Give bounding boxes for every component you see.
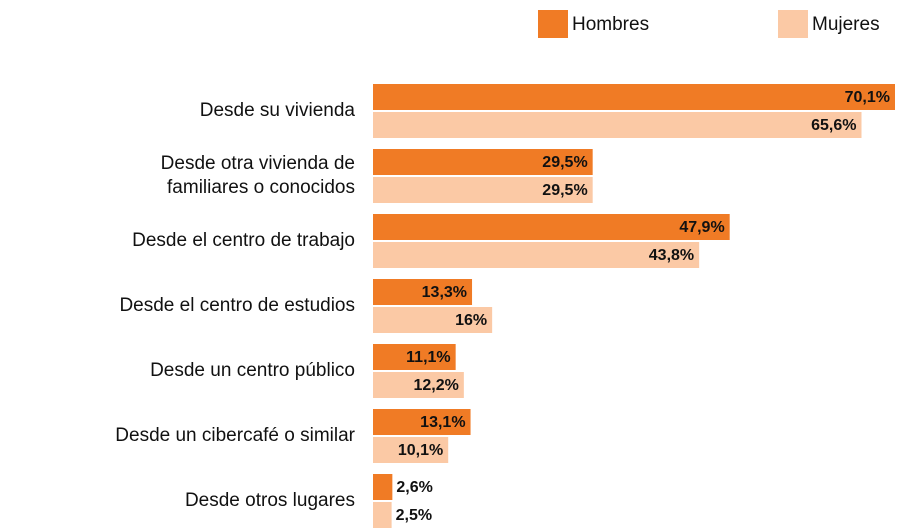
category-label: Desde un centro público bbox=[150, 360, 355, 381]
legend-swatch bbox=[778, 10, 808, 38]
bar bbox=[373, 409, 471, 435]
value-label: 43,8% bbox=[649, 247, 694, 264]
value-label: 13,3% bbox=[422, 284, 467, 301]
category-label: Desde un cibercafé o similar bbox=[115, 425, 355, 446]
value-label: 29,5% bbox=[542, 182, 587, 199]
category-label: Desde otros lugares bbox=[185, 490, 355, 511]
value-label: 70,1% bbox=[845, 89, 890, 106]
bar bbox=[373, 242, 700, 268]
legend-label: Hombres bbox=[572, 14, 649, 35]
legend-label: Mujeres bbox=[812, 14, 880, 35]
value-label: 13,1% bbox=[420, 414, 465, 431]
bar bbox=[373, 84, 895, 110]
value-label: 29,5% bbox=[542, 154, 587, 171]
bar bbox=[373, 372, 464, 398]
category-label: Desde el centro de trabajo bbox=[132, 230, 355, 251]
bar bbox=[373, 502, 392, 528]
value-label: 65,6% bbox=[811, 117, 856, 134]
category-label: Desde otra vivienda de familiares o conoc… bbox=[161, 153, 355, 198]
value-label: 2,5% bbox=[396, 507, 432, 524]
value-label: 10,1% bbox=[398, 442, 443, 459]
bar bbox=[373, 437, 449, 463]
bar bbox=[373, 149, 593, 175]
bar bbox=[373, 307, 493, 333]
bar bbox=[373, 112, 862, 138]
category-label: Desde el centro de estudios bbox=[119, 295, 355, 316]
value-label: 2,6% bbox=[396, 479, 432, 496]
legend-swatch bbox=[538, 10, 568, 38]
value-label: 47,9% bbox=[679, 219, 724, 236]
bar bbox=[373, 279, 473, 305]
value-label: 16% bbox=[455, 312, 487, 329]
bar bbox=[373, 177, 593, 203]
bar bbox=[373, 214, 730, 240]
value-label: 11,1% bbox=[406, 349, 450, 366]
bar bbox=[373, 474, 393, 500]
category-label: Desde su vivienda bbox=[200, 100, 356, 121]
bar bbox=[373, 344, 456, 370]
value-label: 12,2% bbox=[413, 377, 458, 394]
